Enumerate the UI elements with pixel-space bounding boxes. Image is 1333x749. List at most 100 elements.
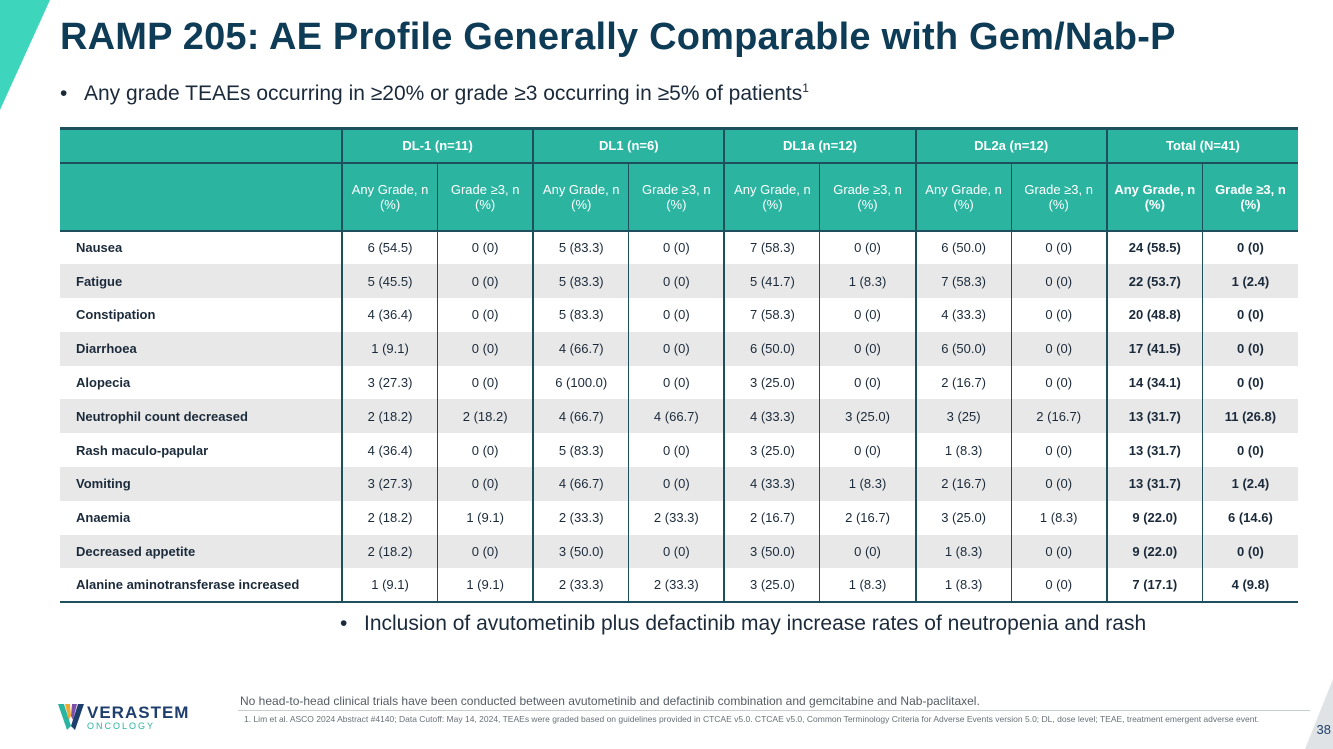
subheader-total-any-grade: Any Grade, n (%) [1105, 161, 1203, 232]
value-cell: 2 (16.7) [914, 365, 1012, 400]
group-header: DL1a (n=12) [723, 127, 916, 163]
value-cell: 0 (0) [628, 365, 725, 400]
total-value-cell: 17 (41.5) [1105, 331, 1203, 366]
slide-title: RAMP 205: AE Profile Generally Comparabl… [60, 16, 1176, 58]
subheader-grade3: Grade ≥3, n (%) [1010, 161, 1107, 232]
total-value-cell: 1 (2.4) [1201, 467, 1298, 501]
value-cell: 5 (45.5) [341, 264, 438, 299]
value-cell: 4 (33.3) [723, 467, 820, 501]
value-cell: 6 (50.0) [914, 230, 1012, 265]
total-value-cell: 0 (0) [1201, 534, 1298, 569]
bullet-neutropenia-note: • Inclusion of avutometinib plus defactin… [340, 612, 1146, 636]
value-cell: 7 (58.3) [723, 230, 820, 265]
value-cell: 3 (25) [914, 399, 1012, 434]
value-cell: 3 (50.0) [723, 534, 820, 569]
bullet-text: Any grade TEAEs occurring in ≥20% or gra… [84, 82, 803, 105]
value-cell: 1 (8.3) [819, 568, 916, 604]
value-cell: 4 (66.7) [532, 467, 629, 501]
value-cell: 0 (0) [1010, 467, 1107, 501]
value-cell: 1 (9.1) [341, 568, 438, 604]
value-cell: 2 (33.3) [532, 568, 629, 604]
value-cell: 0 (0) [819, 298, 916, 332]
value-cell: 0 (0) [1010, 230, 1107, 265]
total-value-cell: 13 (31.7) [1105, 467, 1203, 501]
total-value-cell: 1 (2.4) [1201, 264, 1298, 299]
value-cell: 0 (0) [819, 365, 916, 400]
value-cell: 2 (33.3) [532, 500, 629, 535]
footnote-text: 1. Lim et al. ASCO 2024 Abstract #4140; … [244, 714, 1260, 724]
value-cell: 1 (9.1) [437, 500, 534, 535]
table-row: Constipation 4 (36.4) 0 (0) 5 (83.3) 0 (0) 7 … [60, 298, 1298, 332]
value-cell: 1 (8.3) [914, 568, 1012, 604]
verastem-logo: VERASTEM ONCOLOGY [58, 702, 189, 732]
value-cell: 5 (83.3) [532, 230, 629, 265]
total-value-cell: 13 (31.7) [1105, 433, 1203, 468]
value-cell: 3 (27.3) [341, 467, 438, 501]
total-value-cell: 20 (48.8) [1105, 298, 1203, 332]
value-cell: 0 (0) [1010, 365, 1107, 400]
subheader-grade3: Grade ≥3, n (%) [437, 161, 534, 232]
value-cell: 2 (33.3) [628, 500, 725, 535]
group-header: DL1 (n=6) [532, 127, 725, 163]
value-cell: 0 (0) [1010, 433, 1107, 468]
value-cell: 2 (16.7) [914, 467, 1012, 501]
value-cell: 4 (66.7) [532, 331, 629, 366]
value-cell: 3 (25.0) [819, 399, 916, 434]
value-cell: 2 (18.2) [341, 534, 438, 569]
value-cell: 3 (27.3) [341, 365, 438, 400]
ae-name-cell: Alanine aminotransferase increased [60, 568, 342, 604]
ae-name-cell: Decreased appetite [60, 534, 342, 569]
page-number: 38 [1316, 722, 1331, 737]
value-cell: 3 (50.0) [532, 534, 629, 569]
table-row: Alanine aminotransferase increased 1 (9.1… [60, 568, 1298, 604]
value-cell: 0 (0) [628, 230, 725, 265]
value-cell: 0 (0) [628, 331, 725, 366]
value-cell: 3 (25.0) [914, 500, 1012, 535]
value-cell: 0 (0) [819, 433, 916, 468]
subheader-any-grade: Any Grade, n (%) [914, 161, 1012, 232]
value-cell: 0 (0) [437, 230, 534, 265]
value-cell: 0 (0) [437, 298, 534, 332]
corner-header-cell [60, 161, 342, 232]
value-cell: 0 (0) [1010, 534, 1107, 569]
subheader-any-grade: Any Grade, n (%) [532, 161, 629, 232]
value-cell: 4 (66.7) [532, 399, 629, 434]
value-cell: 0 (0) [819, 230, 916, 265]
group-header: Total (N=41) [1105, 127, 1298, 163]
value-cell: 4 (36.4) [341, 433, 438, 468]
value-cell: 0 (0) [437, 365, 534, 400]
group-header: DL2a (n=12) [914, 127, 1107, 163]
total-value-cell: 24 (58.5) [1105, 230, 1203, 265]
ae-name-cell: Rash maculo-papular [76, 442, 209, 458]
disclaimer-text: No head-to-head clinical trials have bee… [240, 694, 980, 708]
value-cell: 0 (0) [437, 433, 534, 468]
total-value-cell: 14 (34.1) [1105, 365, 1203, 400]
value-cell: 6 (50.0) [723, 331, 820, 366]
total-value-cell: 9 (22.0) [1105, 500, 1203, 535]
subheader-grade3: Grade ≥3, n (%) [819, 161, 916, 232]
subheader-grade3: Grade ≥3, n (%) [628, 161, 725, 232]
footnote-ref: 1 [802, 81, 809, 95]
value-cell: 1 (8.3) [819, 264, 916, 299]
value-cell: 0 (0) [819, 331, 916, 366]
value-cell: 1 (8.3) [914, 534, 1012, 569]
value-cell: 0 (0) [437, 534, 534, 569]
ae-name-cell: Anaemia [76, 510, 131, 526]
table-row: Vomiting 3 (27.3) 0 (0) 4 (66.7) 0 (0) 4 (33.… [60, 467, 1298, 501]
value-cell: 0 (0) [1010, 568, 1107, 604]
value-cell: 0 (0) [628, 467, 725, 501]
ae-table-body: Nausea 6 (54.5) 0 (0) 5 (83.3) 0 (0) 7 (58.3)… [60, 230, 1298, 604]
total-value-cell: 22 (53.7) [1105, 264, 1203, 299]
value-cell: 0 (0) [628, 264, 725, 299]
ae-name-cell: Constipation [76, 307, 156, 323]
table-row: Diarrhoea 1 (9.1) 0 (0) 4 (66.7) 0 (0) 6 (50.… [60, 331, 1298, 366]
table-row: Nausea 6 (54.5) 0 (0) 5 (83.3) 0 (0) 7 (58.3)… [60, 230, 1298, 265]
value-cell: 2 (16.7) [1010, 399, 1107, 434]
value-cell: 0 (0) [628, 534, 725, 569]
ae-name-cell: Diarrhoea [60, 331, 342, 366]
value-cell: 0 (0) [437, 467, 534, 501]
value-cell: 7 (58.3) [723, 298, 820, 332]
table-row: Rash maculo-papular 4 (36.4) 0 (0) 5 (83.3)… [60, 433, 1298, 468]
value-cell: 5 (41.7) [723, 264, 820, 299]
value-cell: 2 (18.2) [437, 399, 534, 434]
